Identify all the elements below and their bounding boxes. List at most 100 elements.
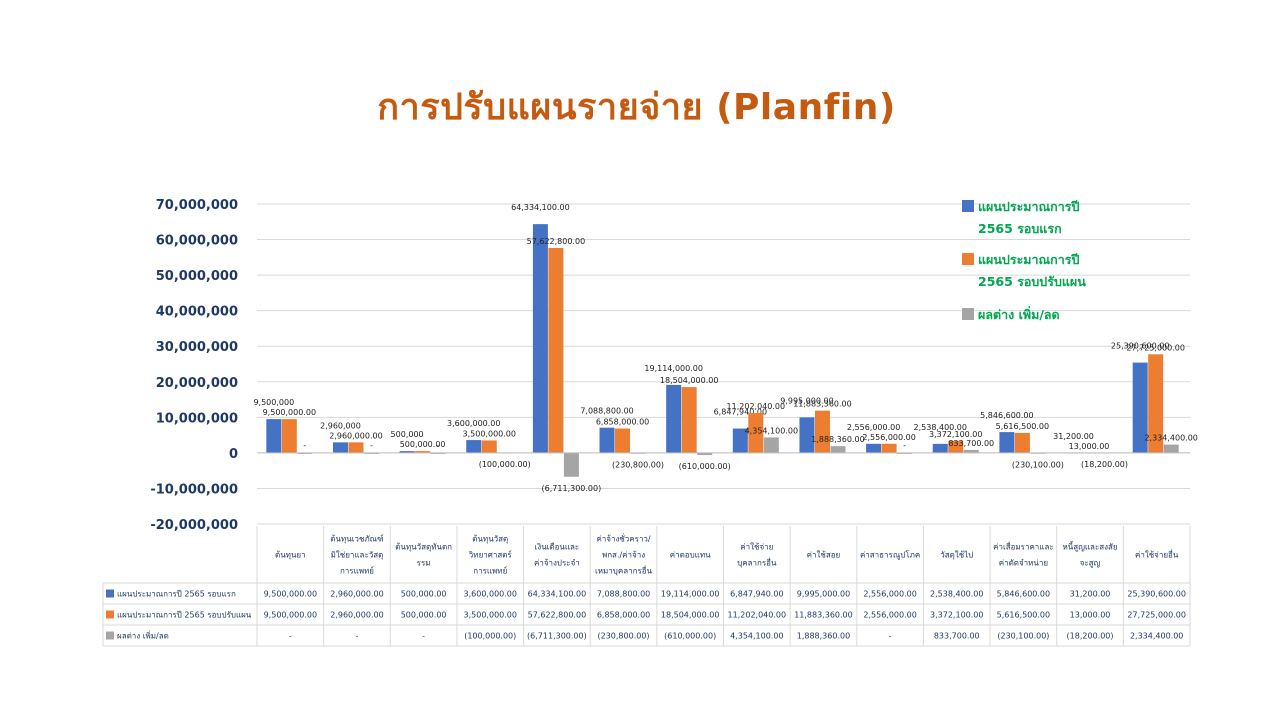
y-tick-label: 50,000,000 [156,269,238,284]
table-cell: 18,504,000.00 [661,611,720,620]
bar-s2-c12 [1014,432,1030,453]
y-tick-label: 10,000,000 [156,411,238,426]
data-label-s1-c4: 3,600,000.00 [447,419,500,428]
data-label-s2-c8: 11,202,040.00 [727,402,786,411]
table-cell: 11,883,360.00 [794,611,853,620]
table-row-label-1: แผนประมาณการปี 2565 รอบแรก [117,590,236,599]
table-cell: 57,622,800.00 [528,611,587,620]
data-label-s3-c12: (230,100.00) [1012,461,1064,470]
table-cell: 2,960,000.00 [330,590,383,599]
data-label-s2-c6: 6,858,000.00 [596,418,649,427]
category-label-2: ต้นทุนเวชภัณฑ์ [330,534,383,544]
table-cell: 9,500,000.00 [264,611,317,620]
data-label-s3-c9: 1,888,360.00 [811,435,864,444]
data-label-s2-c4: 3,500,000.00 [463,429,516,438]
y-tick-label: 70,000,000 [156,198,238,213]
bar-s2-c9 [814,410,830,453]
bar-s3-c14 [1163,444,1179,453]
bar-s2-c4 [481,440,497,453]
y-tick-label: 0 [229,447,238,462]
category-label-4: การแพทย์ [473,566,507,576]
data-label-s2-c13: 13,000.00 [1069,442,1110,451]
bar-s3-c5 [563,452,579,477]
table-cell: 2,538,400.00 [930,590,983,599]
table-cell: 3,372,100.00 [930,611,983,620]
legend-swatch-3 [962,308,974,320]
category-label-6: ค่าจ้างชั่วคราว/ [596,533,650,544]
legend-swatch-2 [962,253,974,265]
table-cell: 7,088,800.00 [597,590,650,599]
data-label-s1-c2: 2,960,000 [320,421,361,430]
data-label-s2-c5: 57,622,800.00 [527,237,586,246]
table-cell: 9,995,000.00 [797,590,850,599]
table-cell: (100,000.00) [464,632,516,641]
table-cell: 5,846,600.00 [997,590,1050,599]
category-label-8: ค่าใช้จ่าย [740,543,773,552]
table-cell: 9,500,000.00 [264,590,317,599]
table-row-label-2: แผนประมาณการปี 2565 รอบปรับแผน [117,611,252,620]
category-label-1: ต้นทุนยา [275,551,306,560]
data-label-s1-c9: 9,995,000.00 [780,396,833,405]
table-cell: 4,354,100.00 [730,632,783,641]
table-cell: 11,202,040.00 [728,611,787,620]
bar-s2-c3 [415,451,431,453]
table-legend-key-3 [106,631,114,640]
data-label-s1-c13: 31,200.00 [1053,432,1094,441]
bar-s3-c8 [763,437,779,453]
data-label-s1-c8: 6,847,940.00 [714,408,767,417]
data-label-s2-c12: 5,616,500.00 [996,422,1049,431]
table-cell: 27,725,000.00 [1127,611,1186,620]
bar-s1-c1 [266,419,282,453]
data-label-s1-c5: 64,334,100.00 [511,203,570,212]
data-label-s3-c2: - [370,441,373,450]
table-cell: 833,700.00 [934,632,980,641]
y-tick-label: 40,000,000 [156,305,238,320]
table-legend-key-2 [106,610,114,619]
data-label-s3-c1: - [303,441,306,450]
data-label-s2-c3: 500,000.00 [400,440,446,449]
bar-s2-c11 [948,440,964,453]
table-cell: 5,616,500.00 [997,611,1050,620]
table-cell: 31,200.00 [1070,590,1111,599]
data-label-s1-c6: 7,088,800.00 [580,407,633,416]
bar-s1-c14 [1132,362,1148,453]
table-cell: (6,711,300.00) [527,632,587,641]
table-cell: 19,114,000.00 [661,590,720,599]
data-label-s1-c1: 9,500,000 [253,398,294,407]
data-label-s3-c13: (18,200.00) [1081,460,1128,469]
table-cell: - [889,632,892,641]
category-label-8: บุคลากรอื่น [737,557,777,568]
legend-label-1: 2565 รอบแรก [978,221,1062,236]
table-cell: 64,334,100.00 [528,590,587,599]
table-cell: 2,556,000.00 [863,611,916,620]
data-label-s2-c10: 2,556,000.00 [862,433,915,442]
data-label-s1-c11: 2,538,400.00 [914,423,967,432]
table-cell: 1,888,360.00 [797,632,850,641]
table-cell: 13,000.00 [1070,611,1111,620]
table-cell: 25,390,600.00 [1127,590,1186,599]
category-label-9: ค่าใช้สอย [807,551,841,560]
bar-s1-c7 [666,384,682,453]
bar-s2-c6 [615,428,631,453]
category-label-4: วิทยาศาสตร์ [468,550,512,560]
data-label-s3-c7: (610,000.00) [679,462,731,471]
bar-s1-c3 [399,451,415,453]
data-label-s2-c7: 18,504,000.00 [660,376,719,385]
data-label-s3-c6: (230,800.00) [612,461,664,470]
bar-s2-c8 [748,413,764,453]
table-cell: - [356,632,359,641]
category-label-11: วัสดุใช้ไป [940,551,973,560]
table-cell: 6,858,000.00 [597,611,650,620]
y-tick-label: 30,000,000 [156,340,238,355]
data-label-s2-c2: 2,960,000.00 [329,431,382,440]
data-label-s1-c3: 500,000 [391,430,424,439]
y-tick-label: -20,000,000 [150,518,238,533]
data-label-s3-c11: 833,700.00 [948,439,994,448]
legend-label-1: แผนประมาณการปี [978,199,1079,214]
bar-s3-c7 [697,452,713,456]
table-cell: (18,200.00) [1067,632,1114,641]
data-label-s3-c10: - [903,441,906,450]
data-label-s3-c3: - [437,441,440,450]
bar-s1-c9 [799,417,815,453]
data-label-s3-c5: (6,711,300.00) [542,484,602,493]
